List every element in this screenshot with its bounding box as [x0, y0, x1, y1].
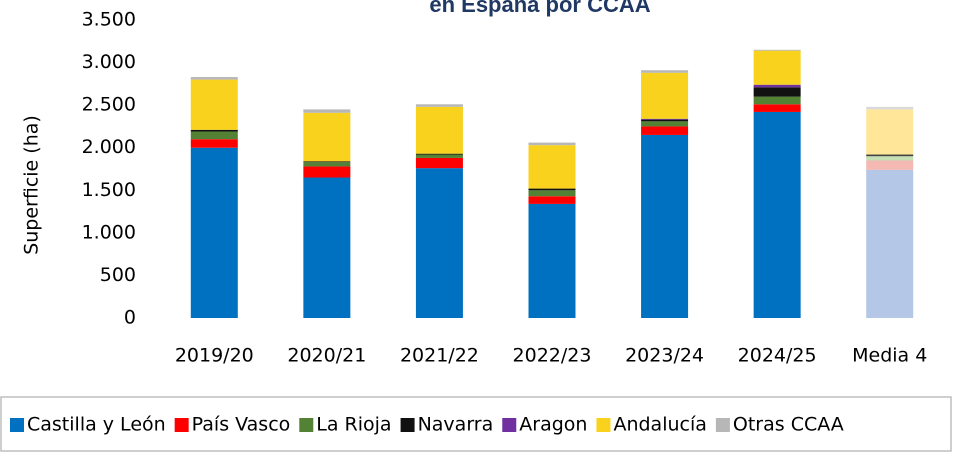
bar-segment	[303, 161, 351, 163]
bar-segment	[190, 77, 238, 80]
bar-segment	[641, 70, 689, 73]
x-tick-label: 2023/24	[625, 345, 704, 367]
legend-label: La Rioja	[316, 414, 391, 436]
bar-segment	[190, 139, 238, 148]
bar-segment	[415, 168, 463, 318]
y-tick-label: 0	[124, 307, 136, 329]
bar-segment	[415, 104, 463, 107]
bar-segment	[753, 104, 801, 112]
y-tick-label: 2.500	[82, 94, 136, 116]
y-axis-label: Superficie (ha)	[21, 115, 43, 255]
bar-segment	[641, 72, 689, 119]
bar-segment	[528, 196, 576, 204]
bar-segment	[753, 87, 801, 97]
y-tick-label: 1.500	[82, 179, 136, 201]
bar-segment	[303, 109, 351, 113]
bar-segment	[190, 79, 238, 130]
legend-label: País Vasco	[192, 414, 291, 436]
y-tick-label: 1.000	[82, 221, 136, 243]
x-tick-label: 2022/23	[513, 345, 592, 367]
bar-segment	[528, 145, 576, 189]
bar-segment	[415, 157, 463, 169]
legend-label: Castilla y León	[27, 414, 166, 436]
bar-segment	[866, 106, 914, 110]
bar-segment	[753, 49, 801, 51]
bar-segment	[753, 111, 801, 318]
bar-segment	[866, 109, 914, 155]
bar-segment	[528, 190, 576, 197]
legend-label: Andalucía	[613, 414, 706, 436]
bar-segment	[641, 119, 689, 122]
bar-segment	[303, 177, 351, 318]
bar-segment	[753, 84, 801, 88]
x-tick-label: 2021/22	[400, 345, 479, 367]
legend-swatch	[715, 418, 730, 432]
legend-swatch	[400, 418, 415, 432]
bar-segment	[415, 153, 463, 155]
bar-segment	[303, 112, 351, 162]
bar-segment	[528, 203, 576, 318]
bar-segment	[641, 118, 689, 120]
x-tick-label: Media 4	[852, 345, 927, 367]
legend-swatch	[299, 418, 314, 432]
bar-segment	[190, 129, 238, 132]
bar-segment	[415, 154, 463, 158]
y-tick-label: 3.500	[82, 9, 136, 31]
bar-segment	[641, 121, 689, 127]
bar-segment	[641, 134, 689, 318]
bar-segment	[528, 188, 576, 191]
legend-label: Aragon	[519, 414, 587, 436]
bar-segment	[190, 147, 238, 318]
bar-segment	[415, 106, 463, 154]
bar-segment	[866, 156, 914, 161]
bar-segment	[303, 166, 351, 178]
legend-label: Otras CCAA	[733, 414, 844, 436]
legend-swatch	[502, 418, 517, 432]
legend-swatch	[10, 418, 24, 432]
bar-segment	[753, 96, 801, 105]
legend-label: Navarra	[418, 414, 494, 436]
x-tick-label: 2024/25	[738, 345, 817, 367]
bar-segment	[190, 131, 238, 140]
bar-segment	[866, 154, 914, 157]
bar-segment	[528, 142, 576, 146]
y-tick-label: 2.000	[82, 136, 136, 158]
bar-segment	[641, 126, 689, 135]
chart-title: en España por CCAA	[429, 0, 650, 17]
bar-segment	[866, 169, 914, 318]
y-tick-label: 3.000	[82, 51, 136, 73]
bar-segment	[753, 50, 801, 85]
legend-box	[0, 396, 952, 452]
y-tick-label: 500	[100, 264, 136, 286]
x-tick-label: 2020/21	[287, 345, 366, 367]
legend-swatch	[174, 418, 189, 432]
bar-segment	[303, 162, 351, 167]
bar-segment	[866, 160, 914, 170]
legend-swatch	[596, 418, 611, 432]
x-tick-label: 2019/20	[175, 345, 254, 367]
